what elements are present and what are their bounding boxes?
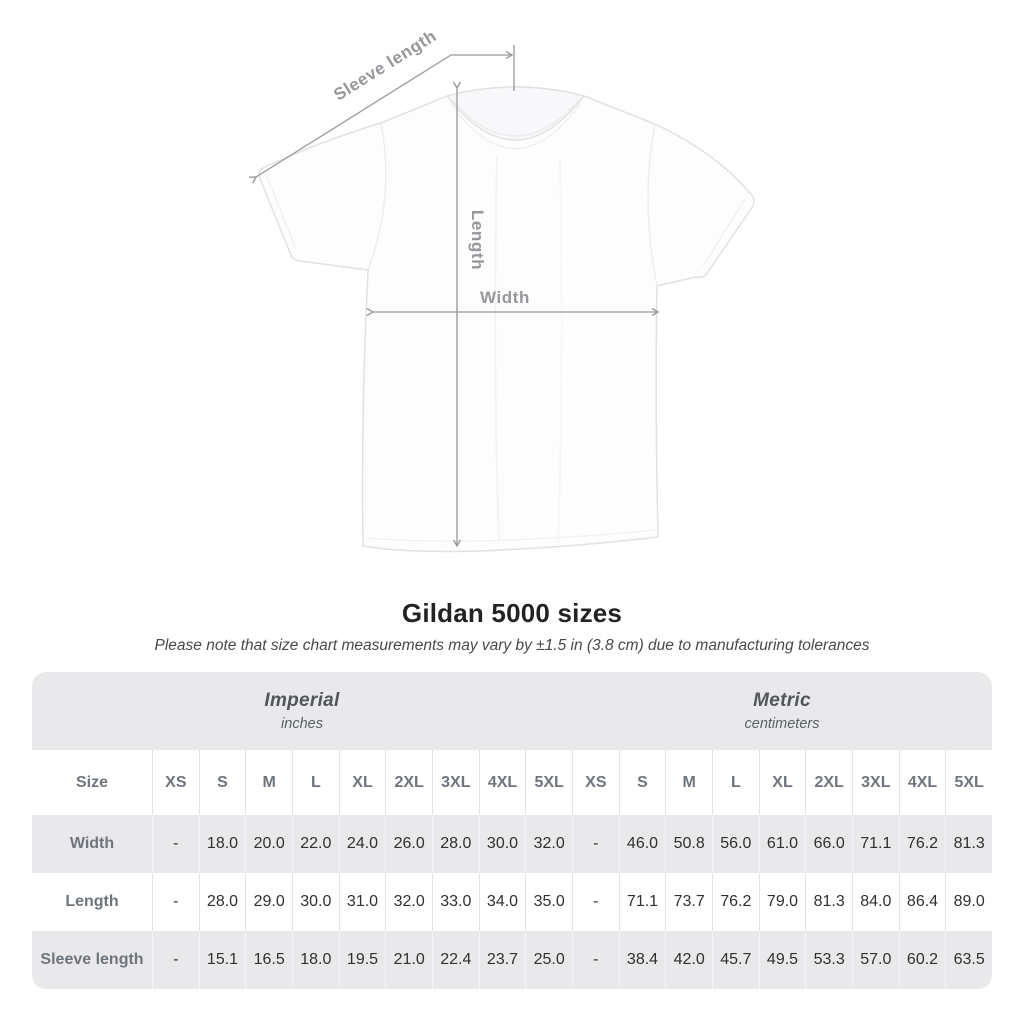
row-label: Sleeve length xyxy=(32,931,152,989)
value-cell: 86.4 xyxy=(898,873,946,931)
value-cell: - xyxy=(152,815,199,873)
value-cell: 22.4 xyxy=(432,931,479,989)
size-header-imperial-m: M xyxy=(245,750,292,815)
size-header-metric-5xl: 5XL xyxy=(945,750,992,815)
size-header-metric-l: L xyxy=(712,750,759,815)
size-header-metric-3xl: 3XL xyxy=(852,750,899,815)
metric-title: Metric xyxy=(753,690,811,711)
value-cell: 49.5 xyxy=(758,931,806,989)
value-cell: 79.0 xyxy=(758,873,806,931)
value-cell: 18.0 xyxy=(292,931,339,989)
value-cell: 60.2 xyxy=(898,931,946,989)
value-cell: 81.3 xyxy=(945,815,992,873)
row-label: Length xyxy=(32,873,152,931)
sleeve-length-dimension xyxy=(249,45,515,184)
value-cell: 23.7 xyxy=(478,931,526,989)
value-cell: 15.1 xyxy=(198,931,246,989)
value-cell: - xyxy=(572,815,619,873)
size-header-metric-xl: XL xyxy=(758,750,806,815)
value-cell: 66.0 xyxy=(805,815,852,873)
value-cell: 32.0 xyxy=(385,873,432,931)
value-cell: 20.0 xyxy=(245,815,292,873)
heading-block: Gildan 5000 sizes Please note that size … xyxy=(0,598,1024,655)
value-cell: 22.0 xyxy=(292,815,339,873)
value-cell: 24.0 xyxy=(338,815,386,873)
value-cell: 61.0 xyxy=(758,815,806,873)
size-header-imperial-l: L xyxy=(292,750,339,815)
metric-band: Metric centimeters xyxy=(572,672,992,750)
value-cell: 26.0 xyxy=(385,815,432,873)
value-cell: - xyxy=(572,931,619,989)
value-cell: 21.0 xyxy=(385,931,432,989)
value-cell: 56.0 xyxy=(712,815,759,873)
value-cell: 46.0 xyxy=(618,815,666,873)
imperial-title: Imperial xyxy=(264,690,340,711)
value-cell: 30.0 xyxy=(292,873,339,931)
size-header-metric-s: S xyxy=(618,750,666,815)
value-cell: 42.0 xyxy=(665,931,712,989)
value-cell: 76.2 xyxy=(898,815,946,873)
size-header-imperial-5xl: 5XL xyxy=(525,750,572,815)
value-cell: 35.0 xyxy=(525,873,572,931)
row-label: Width xyxy=(32,815,152,873)
imperial-band: Imperial inches xyxy=(32,672,572,750)
value-cell: 31.0 xyxy=(338,873,386,931)
tolerance-note: Please note that size chart measurements… xyxy=(154,637,870,654)
value-cell: 45.7 xyxy=(712,931,759,989)
value-cell: 81.3 xyxy=(805,873,852,931)
value-cell: 29.0 xyxy=(245,873,292,931)
size-header-imperial-4xl: 4XL xyxy=(478,750,526,815)
size-column-header: Size xyxy=(32,750,152,815)
size-header-imperial-2xl: 2XL xyxy=(385,750,432,815)
size-table: Imperial inches Metric centimeters Size X… xyxy=(32,672,992,989)
value-cell: 16.5 xyxy=(245,931,292,989)
value-cell: - xyxy=(152,873,199,931)
size-header-metric-2xl: 2XL xyxy=(805,750,852,815)
value-cell: 28.0 xyxy=(198,873,246,931)
imperial-unit: inches xyxy=(281,716,323,732)
size-header-imperial-xs: XS xyxy=(152,750,199,815)
size-header-imperial-3xl: 3XL xyxy=(432,750,479,815)
value-cell: 18.0 xyxy=(198,815,246,873)
length-label: Length xyxy=(468,210,487,270)
value-cell: 89.0 xyxy=(945,873,992,931)
value-cell: 63.5 xyxy=(945,931,992,989)
value-cell: 73.7 xyxy=(665,873,712,931)
value-cell: 71.1 xyxy=(618,873,666,931)
size-header-imperial-xl: XL xyxy=(338,750,386,815)
tshirt-diagram: Sleeve length Length Width xyxy=(249,26,755,553)
value-cell: 19.5 xyxy=(338,931,386,989)
value-cell: 71.1 xyxy=(852,815,899,873)
value-cell: - xyxy=(152,931,199,989)
value-cell: 30.0 xyxy=(478,815,526,873)
page-title: Gildan 5000 sizes xyxy=(401,598,623,628)
width-label: Width xyxy=(480,288,530,307)
sleeve-length-label: Sleeve length xyxy=(330,26,440,104)
value-cell: 28.0 xyxy=(432,815,479,873)
value-cell: 76.2 xyxy=(712,873,759,931)
size-header-metric-4xl: 4XL xyxy=(898,750,946,815)
value-cell: 38.4 xyxy=(618,931,666,989)
value-cell: 57.0 xyxy=(852,931,899,989)
value-cell: 53.3 xyxy=(805,931,852,989)
value-cell: 84.0 xyxy=(852,873,899,931)
value-cell: 32.0 xyxy=(525,815,572,873)
value-cell: 50.8 xyxy=(665,815,712,873)
size-header-metric-m: M xyxy=(665,750,712,815)
tshirt-illustration xyxy=(258,86,755,553)
value-cell: 25.0 xyxy=(525,931,572,989)
size-header-metric-xs: XS xyxy=(572,750,619,815)
size-header-imperial-s: S xyxy=(198,750,246,815)
value-cell: 34.0 xyxy=(478,873,526,931)
value-cell: 33.0 xyxy=(432,873,479,931)
value-cell: - xyxy=(572,873,619,931)
metric-unit: centimeters xyxy=(744,716,820,732)
